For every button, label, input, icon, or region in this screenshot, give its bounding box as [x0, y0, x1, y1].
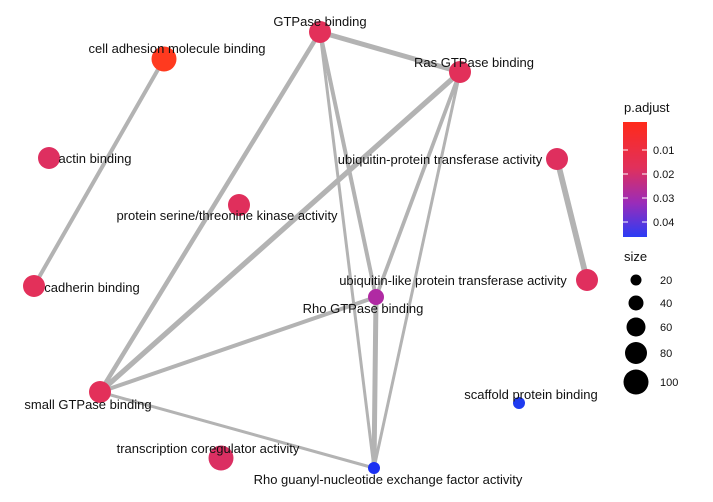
size-legend-dot: [625, 342, 647, 364]
node-label-cadherin: cadherin binding: [44, 280, 139, 295]
padjust-tick-label: 0.02: [653, 169, 674, 181]
node-scaffold[interactable]: [513, 397, 525, 409]
edge-gtpase-rhogef: [318, 30, 376, 470]
edge-ras-rhogef: [372, 70, 462, 470]
size-legend-label: 60: [660, 322, 672, 334]
node-label-txn: transcription coregulator activity: [117, 441, 300, 456]
network-nodes: [23, 21, 598, 474]
node-rho[interactable]: [368, 289, 384, 305]
size-legend-label: 80: [660, 348, 672, 360]
padjust-legend-title: p.adjust: [624, 100, 670, 115]
node-label-cam: cell adhesion molecule binding: [88, 41, 265, 56]
edge-gtpase-small: [97, 29, 323, 395]
size-legend-dot: [628, 295, 644, 311]
node-small[interactable]: [89, 381, 111, 403]
edge-cam-cadherin: [32, 57, 166, 288]
node-txn[interactable]: [208, 445, 234, 471]
edge-ubtrans-ublike: [554, 156, 590, 283]
node-label-serthr: protein serine/threonine kinase activity: [116, 208, 338, 223]
edge-small-rhogef: [98, 390, 376, 470]
legend: p.adjust 0.01 0.02 0.03 0.04 size 20 40 60 80 1…: [623, 100, 678, 395]
node-label-gtpase: GTPase binding: [273, 14, 366, 29]
padjust-colorbar: [623, 122, 647, 237]
size-legend-label: 20: [660, 275, 672, 287]
node-label-ubtrans: ubiquitin-protein transferase activity: [338, 152, 543, 167]
size-legend-label: 100: [660, 377, 678, 389]
size-legend-items: 20 40 60 80 100: [623, 274, 678, 395]
node-ras[interactable]: [449, 61, 471, 83]
network-edges: [32, 29, 590, 471]
edge-gtpase-rho: [318, 30, 378, 299]
node-label-ublike: ubiquitin-like protein transferase activ…: [339, 273, 567, 288]
node-cam[interactable]: [151, 46, 177, 72]
node-cadherin[interactable]: [23, 275, 45, 297]
node-label-rho: Rho GTPase binding: [303, 301, 424, 316]
node-label-ras: Ras GTPase binding: [414, 55, 534, 70]
edge-ras-small: [97, 69, 463, 395]
edge-gtpase-ras: [317, 29, 463, 75]
network-labels: GTPase binding cell adhesion molecule bin…: [24, 14, 597, 487]
edge-small-rho: [98, 295, 378, 394]
node-ubtrans[interactable]: [546, 148, 568, 170]
node-gtpase[interactable]: [309, 21, 331, 43]
node-rhogef[interactable]: [368, 462, 380, 474]
node-label-rhogef: Rho guanyl-nucleotide exchange factor ac…: [254, 472, 523, 487]
padjust-ticks: 0.01 0.02 0.03 0.04: [623, 145, 674, 229]
padjust-tick-label: 0.01: [653, 145, 674, 157]
node-label-actin: actin binding: [59, 151, 132, 166]
node-ublike[interactable]: [576, 269, 598, 291]
padjust-tick-label: 0.03: [653, 193, 674, 205]
size-legend-dot: [623, 369, 649, 395]
edge-ras-rho: [374, 70, 462, 299]
node-actin[interactable]: [38, 147, 60, 169]
edge-rho-rhogef: [371, 294, 379, 471]
size-legend-dot: [630, 274, 642, 286]
node-label-small: small GTPase binding: [24, 397, 151, 412]
padjust-tick-label: 0.04: [653, 217, 674, 229]
node-serthr[interactable]: [228, 194, 250, 216]
size-legend-title: size: [624, 249, 647, 264]
size-legend-label: 40: [660, 298, 672, 310]
size-legend-dot: [626, 317, 646, 337]
node-label-scaffold: scaffold protein binding: [464, 387, 597, 402]
